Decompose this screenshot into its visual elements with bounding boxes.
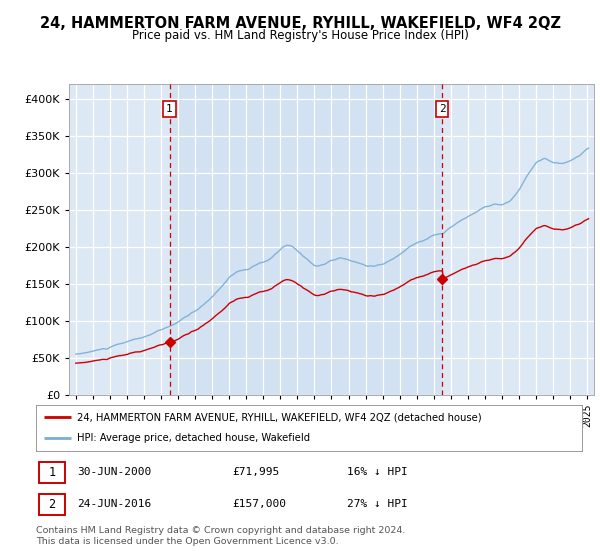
Text: Price paid vs. HM Land Registry's House Price Index (HPI): Price paid vs. HM Land Registry's House … <box>131 29 469 42</box>
Text: 24, HAMMERTON FARM AVENUE, RYHILL, WAKEFIELD, WF4 2QZ: 24, HAMMERTON FARM AVENUE, RYHILL, WAKEF… <box>40 16 560 31</box>
FancyBboxPatch shape <box>39 494 65 515</box>
Text: 24, HAMMERTON FARM AVENUE, RYHILL, WAKEFIELD, WF4 2QZ (detached house): 24, HAMMERTON FARM AVENUE, RYHILL, WAKEF… <box>77 412 482 422</box>
Text: £157,000: £157,000 <box>233 500 287 510</box>
Text: £71,995: £71,995 <box>233 468 280 477</box>
Text: 24-JUN-2016: 24-JUN-2016 <box>77 500 151 510</box>
Text: 2: 2 <box>48 498 55 511</box>
Text: 30-JUN-2000: 30-JUN-2000 <box>77 468 151 477</box>
FancyBboxPatch shape <box>39 462 65 483</box>
Text: 27% ↓ HPI: 27% ↓ HPI <box>347 500 408 510</box>
Text: 1: 1 <box>48 466 55 479</box>
Text: 1: 1 <box>166 104 173 114</box>
Text: HPI: Average price, detached house, Wakefield: HPI: Average price, detached house, Wake… <box>77 433 310 444</box>
Text: 2: 2 <box>439 104 446 114</box>
Text: 16% ↓ HPI: 16% ↓ HPI <box>347 468 408 477</box>
Bar <box>170 84 442 395</box>
Text: Contains HM Land Registry data © Crown copyright and database right 2024.
This d: Contains HM Land Registry data © Crown c… <box>36 526 406 546</box>
